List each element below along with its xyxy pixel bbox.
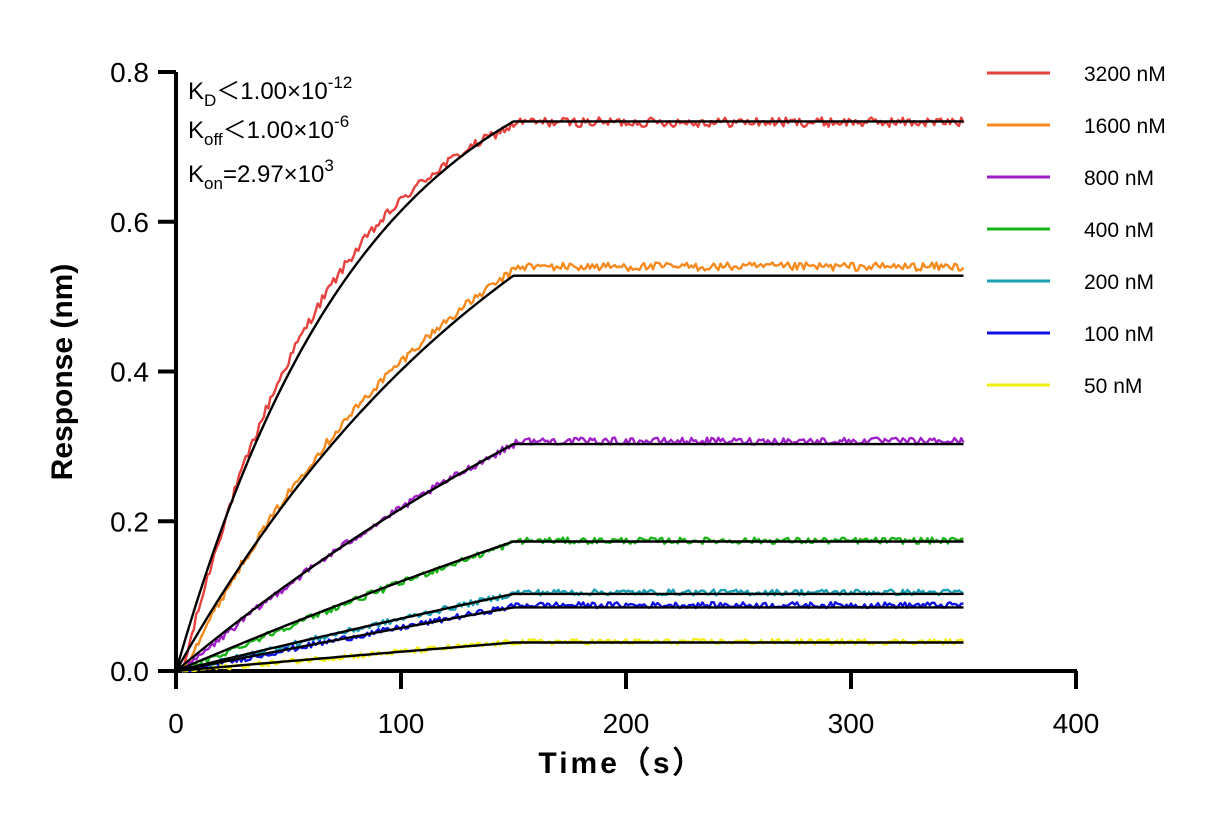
legend-label: 200 nM xyxy=(1084,271,1154,294)
fit-group xyxy=(174,120,964,673)
koff-text: Koff＜1.00×10-6 xyxy=(188,112,349,149)
y-axis-title: Response (nm) xyxy=(46,264,79,481)
legend-label: 800 nM xyxy=(1084,167,1154,190)
fit-line xyxy=(174,120,964,672)
fit-line xyxy=(175,442,964,672)
x-ticks: 0 100 200 300 400 xyxy=(168,671,1099,739)
fit-line xyxy=(175,641,964,673)
series-line xyxy=(179,261,965,672)
x-axis-title: Time（s） xyxy=(538,746,705,780)
series-line xyxy=(179,116,965,673)
y-tick-label: 0.8 xyxy=(110,57,149,88)
kon-text: Kon=2.97×103 xyxy=(188,156,334,193)
legend-label: 400 nM xyxy=(1084,219,1154,242)
x-tick-label: 400 xyxy=(1053,708,1100,739)
fit-line xyxy=(175,540,964,673)
y-ticks: 0.0 0.2 0.4 0.6 0.8 xyxy=(110,57,176,687)
series-line xyxy=(179,637,965,673)
fit-line xyxy=(174,274,964,672)
series-line xyxy=(179,436,965,673)
legend-label: 3200 nM xyxy=(1084,63,1166,86)
x-tick-label: 0 xyxy=(168,708,184,739)
legend-label: 1600 nM xyxy=(1084,115,1166,138)
legend-label: 50 nM xyxy=(1084,375,1142,398)
legend: 3200 nM 1600 nM 800 nM 400 nM 200 nM 100 nM 50… xyxy=(987,63,1166,398)
x-tick-label: 200 xyxy=(603,708,650,739)
y-tick-label: 0.2 xyxy=(110,506,149,537)
legend-label: 100 nM xyxy=(1084,323,1154,346)
series-group xyxy=(179,116,965,673)
x-tick-label: 100 xyxy=(378,708,425,739)
fit-line xyxy=(175,606,964,673)
y-tick-label: 0.6 xyxy=(110,207,149,238)
kd-text: KD＜1.00×10-12 xyxy=(188,73,352,110)
x-tick-label: 300 xyxy=(828,708,875,739)
series-line xyxy=(180,588,964,673)
y-tick-label: 0.4 xyxy=(110,357,149,388)
y-tick-label: 0.0 xyxy=(110,656,149,687)
fit-line xyxy=(175,592,964,673)
kinetics-annotation: KD＜1.00×10-12 Koff＜1.00×10-6 Kon=2.97×10… xyxy=(188,73,352,193)
